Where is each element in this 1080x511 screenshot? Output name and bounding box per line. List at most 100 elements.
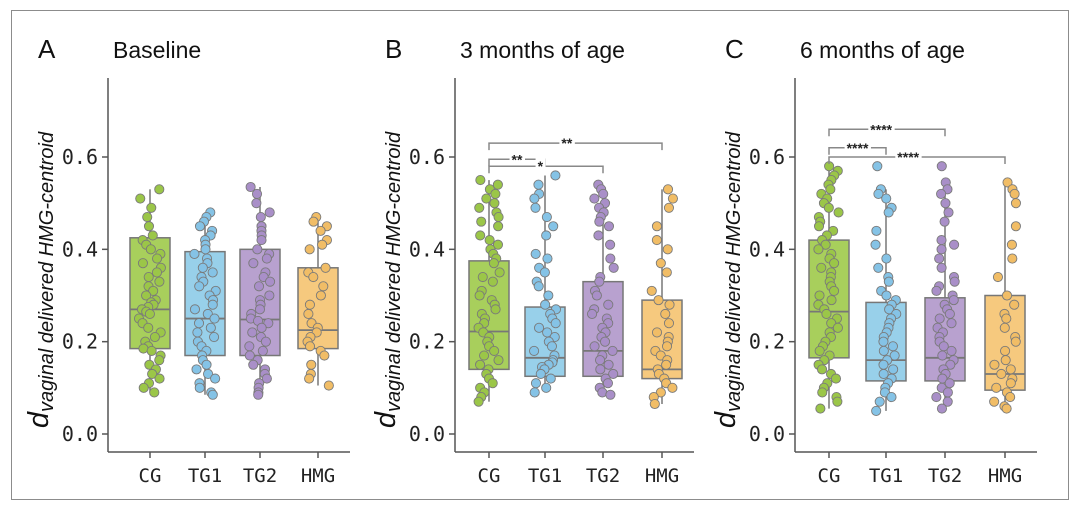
data-point — [533, 179, 544, 190]
data-point — [829, 258, 840, 269]
significance-label-bg — [509, 151, 525, 168]
data-point — [154, 355, 165, 366]
data-point — [942, 387, 953, 398]
data-point — [251, 198, 262, 209]
data-point — [830, 373, 842, 384]
panel-a: A Baseline dvaginal delivered HMG-centroid… — [23, 34, 350, 487]
data-point — [649, 398, 660, 410]
data-point — [546, 341, 558, 352]
data-point — [646, 285, 657, 296]
data-point — [533, 281, 544, 292]
data-point — [887, 341, 898, 352]
data-point — [823, 202, 834, 213]
significance-label-bg — [895, 149, 922, 165]
data-point — [487, 378, 498, 389]
data-point — [494, 267, 505, 278]
data-point — [878, 359, 889, 370]
data-point — [145, 244, 156, 255]
data-point — [142, 211, 153, 223]
significance-label: **** — [847, 140, 869, 156]
data-point — [655, 387, 666, 398]
data-point — [197, 262, 208, 273]
data-point — [154, 184, 165, 195]
data-point — [1001, 313, 1012, 324]
y-tick-label: 0.2 — [62, 330, 98, 354]
data-point — [319, 350, 330, 361]
data-point — [873, 188, 884, 199]
data-point — [931, 285, 942, 296]
data-point — [481, 193, 492, 204]
data-point — [323, 380, 334, 391]
x-tick-label: TG2 — [586, 465, 620, 487]
data-point — [1001, 403, 1012, 414]
data-point — [1006, 239, 1017, 250]
data-point — [200, 244, 211, 255]
data-point — [244, 341, 255, 352]
data-point — [832, 396, 843, 407]
data-point — [541, 230, 552, 241]
data-point — [247, 327, 258, 338]
data-point — [587, 308, 598, 320]
data-point — [605, 239, 616, 250]
data-point — [667, 382, 678, 393]
data-point — [488, 258, 499, 269]
data-point — [244, 350, 255, 361]
data-point — [541, 211, 552, 223]
data-point — [207, 389, 218, 400]
data-point — [881, 193, 892, 204]
data-point — [821, 308, 832, 320]
data-point — [475, 359, 486, 370]
data-point — [474, 290, 485, 301]
data-point — [936, 235, 947, 246]
data-point — [315, 290, 326, 301]
data-point — [147, 368, 158, 380]
data-point — [661, 267, 672, 278]
data-point — [492, 239, 504, 250]
data-point — [878, 336, 889, 347]
data-point — [605, 389, 616, 400]
x-tick-label: HMG — [645, 465, 679, 487]
data-point — [490, 188, 501, 199]
data-point — [999, 322, 1010, 333]
data-point — [662, 244, 673, 255]
data-point — [817, 387, 828, 398]
data-point — [944, 308, 955, 320]
data-point — [605, 253, 616, 264]
panel-title: Baseline — [113, 37, 201, 63]
y-tick-label: 0.4 — [62, 237, 98, 261]
data-point — [870, 239, 881, 250]
data-point — [530, 202, 541, 213]
data-point — [996, 368, 1007, 380]
data-point — [945, 359, 956, 370]
data-point — [304, 341, 316, 352]
data-point — [946, 318, 957, 329]
data-point — [304, 299, 315, 310]
data-point — [816, 364, 828, 375]
data-point — [598, 188, 609, 199]
data-point — [1005, 378, 1016, 389]
data-point — [149, 331, 160, 343]
panel-c: C 6 months of age dvaginal delivered HMG-c… — [710, 34, 1037, 487]
data-point — [667, 193, 678, 204]
data-point — [813, 244, 824, 255]
data-point — [873, 262, 884, 273]
data-point — [191, 364, 202, 375]
data-point — [662, 184, 674, 195]
data-point — [663, 202, 675, 213]
significance-bracket — [488, 165, 604, 174]
data-point — [141, 290, 152, 301]
data-point — [550, 318, 561, 329]
data-point — [663, 318, 675, 329]
data-point — [936, 403, 948, 414]
data-point — [593, 230, 604, 241]
x-tick-label: TG1 — [188, 465, 222, 487]
data-point — [949, 239, 960, 250]
data-point — [529, 193, 540, 204]
data-point — [820, 239, 831, 250]
data-point — [253, 281, 265, 292]
significance-label-bg — [844, 139, 871, 156]
significance-label: ** — [561, 135, 572, 151]
y-axis-label: dvaginal delivered HMG-centroid — [710, 131, 745, 428]
data-point — [308, 216, 319, 227]
data-point — [539, 267, 550, 278]
